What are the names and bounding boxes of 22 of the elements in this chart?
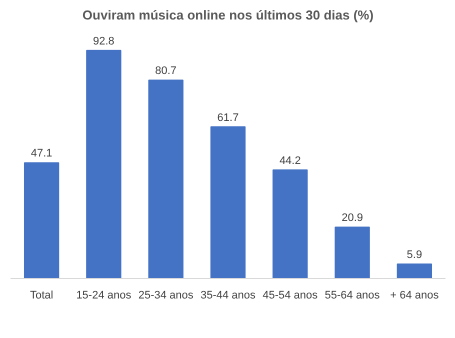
- data-label: 92.8: [93, 35, 114, 48]
- data-label: 47.1: [30, 148, 52, 160]
- bar: [396, 263, 432, 278]
- x-tick-label: 25-34 anos: [138, 290, 194, 302]
- x-tick-label: 55-64 anos: [324, 290, 380, 302]
- data-label: 80.7: [155, 65, 177, 78]
- bar: [272, 169, 308, 278]
- bar: [210, 126, 246, 278]
- bar: [24, 162, 60, 278]
- data-label: 61.7: [217, 112, 239, 124]
- x-tick-label: 45-54 anos: [262, 290, 318, 302]
- data-label: 20.9: [342, 212, 364, 224]
- x-tick-label: 15-24 anos: [76, 290, 132, 302]
- data-label: 44.2: [279, 154, 301, 167]
- bar: [86, 50, 122, 278]
- data-label: 5.9: [406, 248, 422, 261]
- bar: [334, 226, 370, 278]
- bar: [148, 80, 184, 278]
- x-tick-label: 35-44 anos: [200, 290, 256, 302]
- x-tick-label: + 64 anos: [390, 290, 440, 302]
- x-tick-label: Total: [30, 290, 54, 302]
- chart-title: Ouviram música online nos últimos 30 dias (%): [82, 8, 374, 22]
